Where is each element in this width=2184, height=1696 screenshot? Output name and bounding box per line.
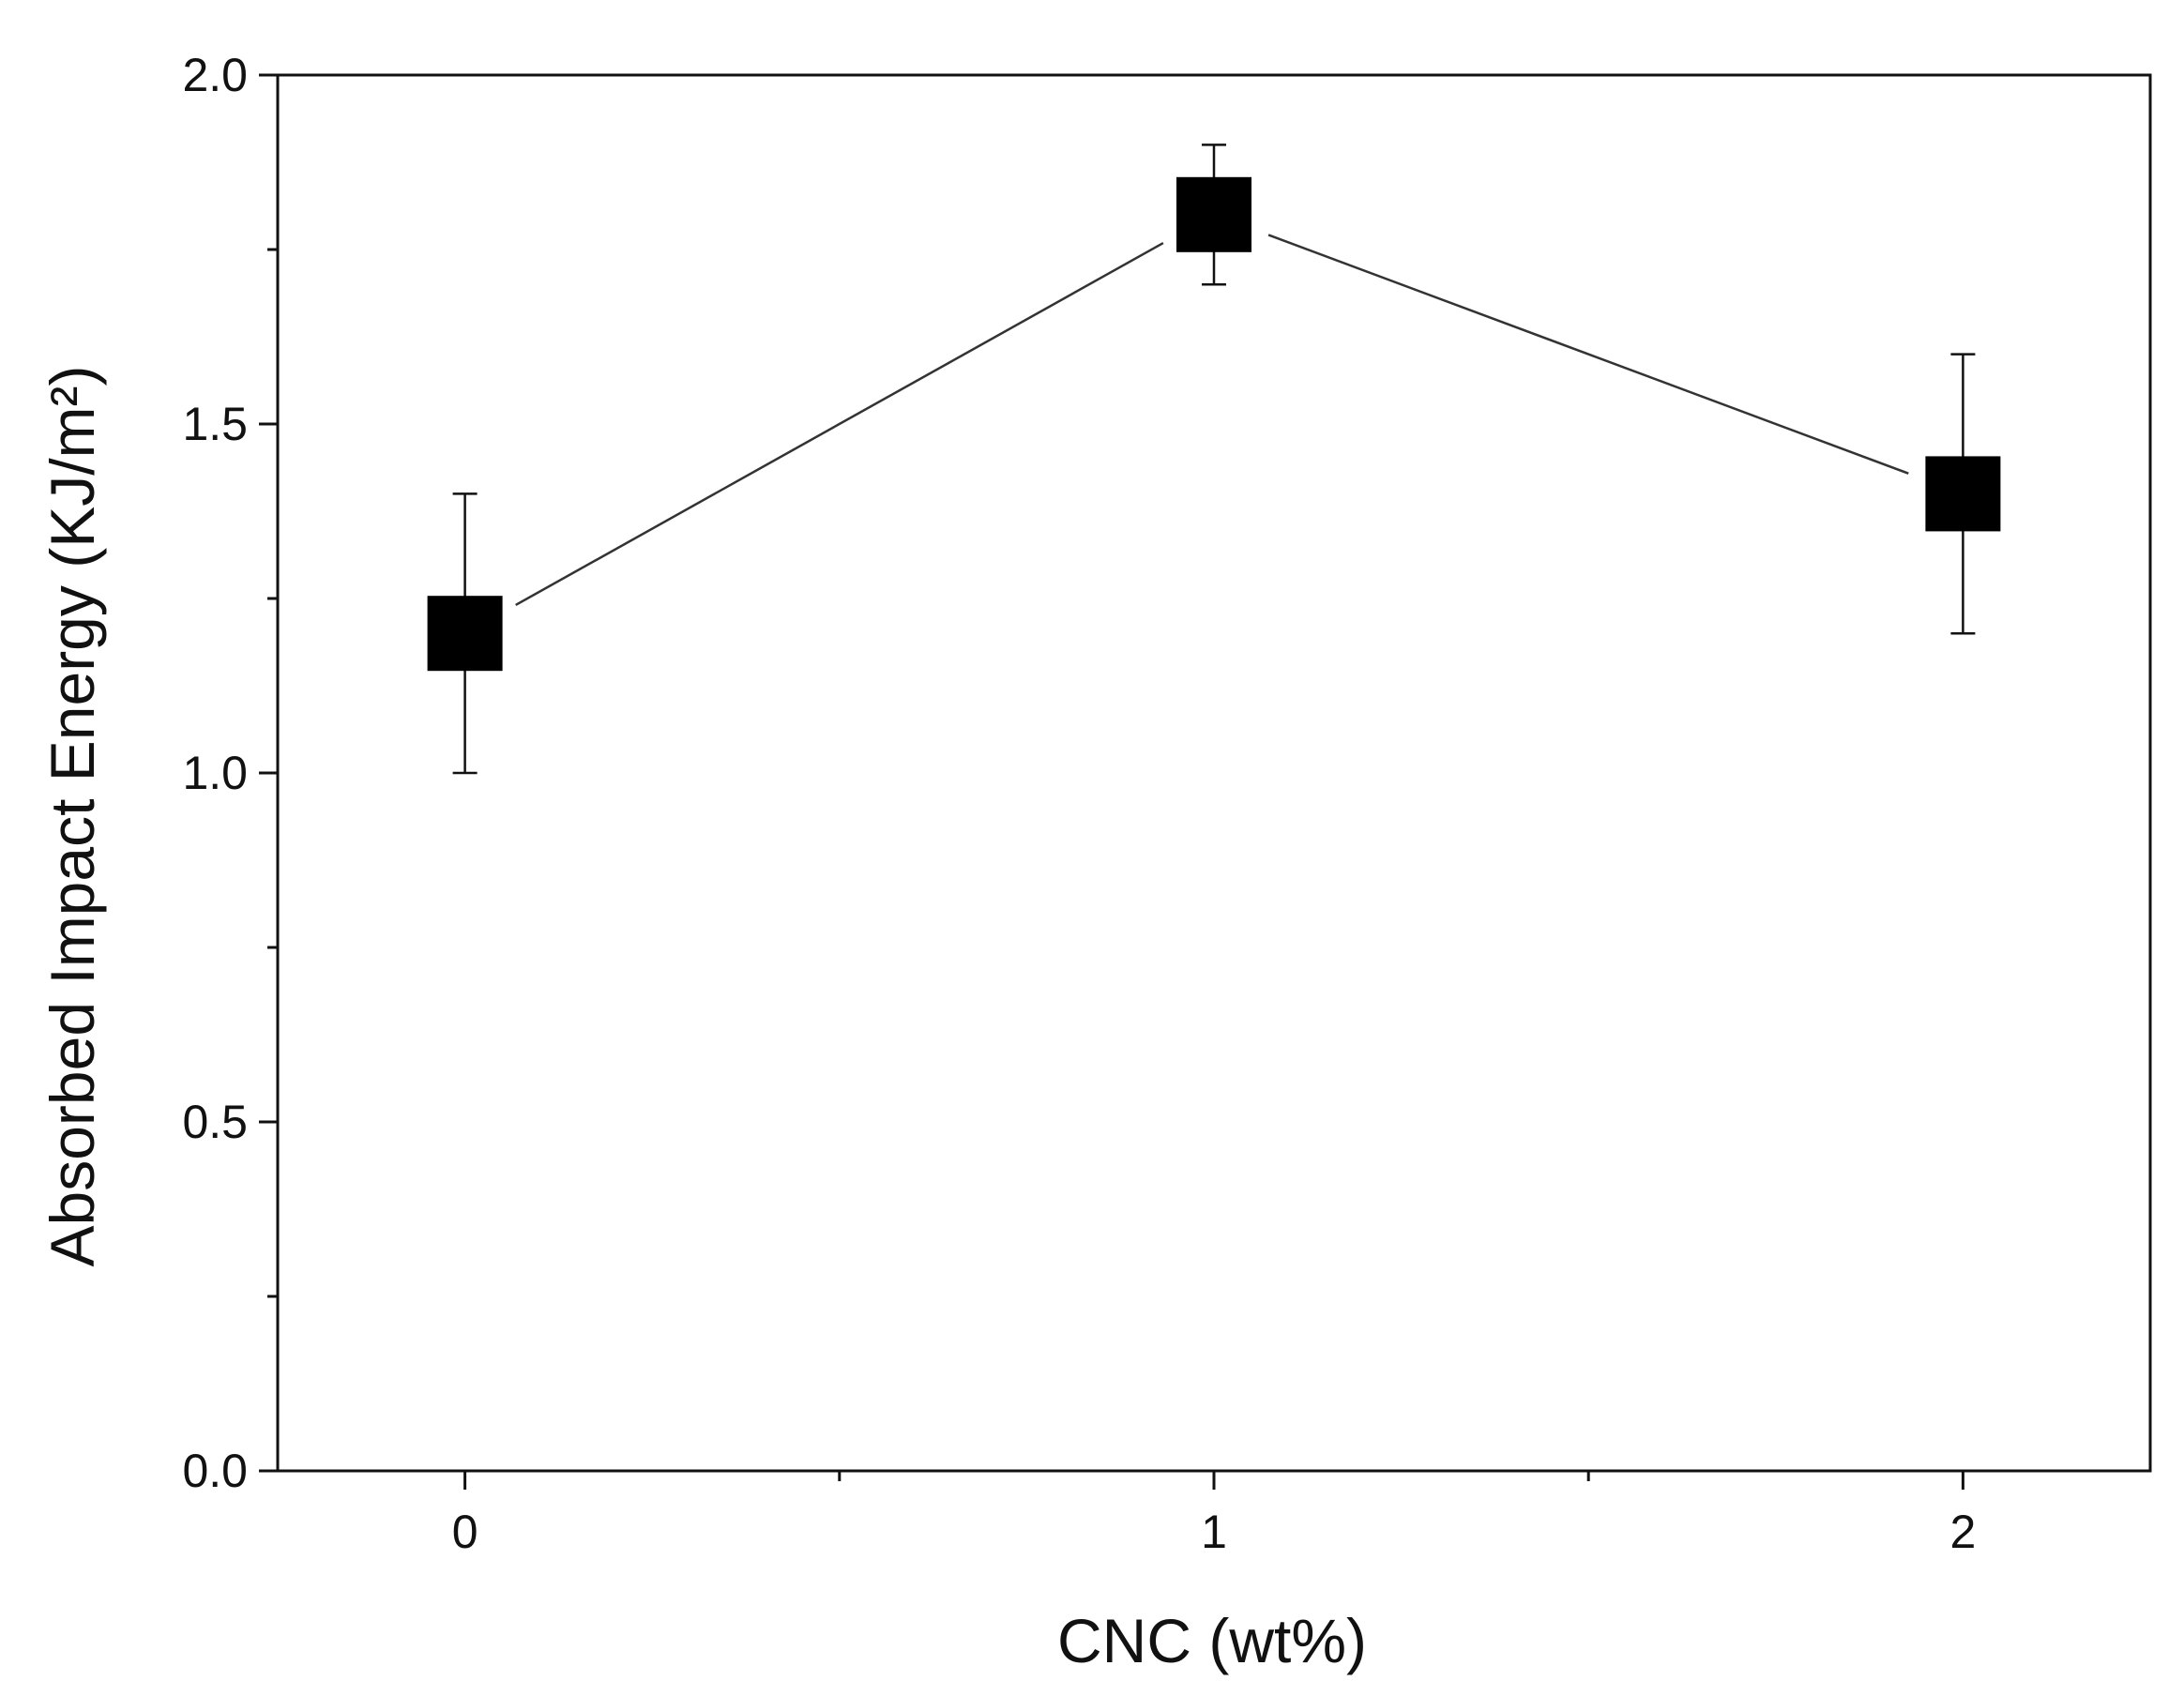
data-point bbox=[1176, 176, 1251, 252]
plot-area bbox=[427, 144, 2001, 775]
axes: 0.0 0.5 1.0 1.5 2.0 0 1 2 bbox=[182, 49, 2152, 1558]
x-tick-label: 2 bbox=[1949, 1506, 1976, 1558]
y-tick-label: 1.0 bbox=[182, 747, 248, 799]
data-point bbox=[427, 596, 503, 672]
series-line bbox=[515, 241, 1164, 607]
data-point bbox=[1925, 456, 2001, 532]
y-tick-label: 0.0 bbox=[182, 1445, 248, 1497]
y-tick-label: 1.5 bbox=[182, 398, 248, 450]
y-axis-label: Absorbed Impact Energy (KJ/m²) bbox=[38, 366, 107, 1267]
x-tick-label: 1 bbox=[1201, 1506, 1227, 1558]
y-tick-label: 0.5 bbox=[182, 1096, 248, 1148]
y-tick-label: 2.0 bbox=[182, 49, 248, 101]
series-line bbox=[1267, 234, 1909, 475]
x-tick-label: 0 bbox=[452, 1506, 478, 1558]
x-axis-label: CNC (wt%) bbox=[1057, 1606, 1367, 1675]
